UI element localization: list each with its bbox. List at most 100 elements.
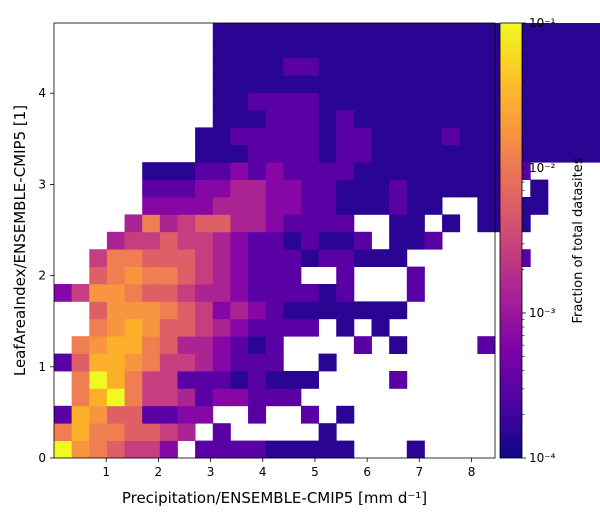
heatmap-cell — [300, 144, 319, 163]
heatmap-cell — [195, 371, 214, 389]
heatmap-cell — [565, 144, 584, 163]
heatmap-cell — [318, 440, 337, 459]
heatmap-cell — [212, 179, 231, 198]
heatmap-cell — [265, 23, 284, 41]
heatmap-cell — [371, 144, 390, 163]
heatmap-cell — [459, 179, 478, 198]
heatmap-cell — [124, 214, 143, 233]
heatmap-cell — [336, 162, 355, 180]
heatmap-cell — [530, 92, 549, 111]
heatmap-plot-area — [53, 22, 600, 459]
heatmap-cell — [389, 92, 408, 111]
heatmap-cell — [142, 318, 161, 337]
heatmap-cell — [230, 249, 249, 267]
heatmap-cell — [248, 162, 267, 180]
heatmap-cell — [89, 405, 108, 424]
heatmap-cell — [159, 301, 178, 320]
heatmap-cell — [565, 23, 584, 41]
heatmap-cell — [159, 162, 178, 180]
heatmap-cell — [283, 266, 302, 285]
heatmap-cell — [459, 92, 478, 111]
heatmap-cell — [124, 405, 143, 424]
heatmap-cell — [248, 57, 267, 76]
heatmap-cell — [389, 57, 408, 76]
heatmap-cell — [459, 23, 478, 41]
heatmap-cell — [89, 336, 108, 354]
heatmap-cell — [142, 231, 161, 250]
heatmap-cell — [265, 92, 284, 111]
heatmap-cell — [265, 284, 284, 302]
heatmap-cell — [477, 110, 496, 128]
heatmap-cell — [230, 40, 249, 59]
heatmap-cell — [265, 144, 284, 163]
heatmap-cell — [371, 57, 390, 76]
heatmap-cell — [142, 353, 161, 372]
heatmap-cell — [89, 301, 108, 320]
heatmap-cell — [371, 197, 390, 215]
heatmap-cell — [124, 266, 143, 285]
heatmap-cell — [336, 40, 355, 59]
heatmap-cell — [583, 57, 600, 76]
heatmap-cell — [230, 197, 249, 215]
heatmap-cell — [336, 179, 355, 198]
heatmap-cell — [336, 197, 355, 215]
heatmap-cell — [336, 92, 355, 111]
heatmap-cell — [442, 214, 461, 233]
heatmap-cell — [89, 388, 108, 407]
heatmap-cell — [583, 40, 600, 59]
heatmap-cell — [230, 301, 249, 320]
heatmap-cell — [230, 318, 249, 337]
heatmap-cell — [353, 92, 372, 111]
heatmap-cell — [212, 371, 231, 389]
heatmap-cell — [212, 231, 231, 250]
x-axis-label: Precipitation/ENSEMBLE-CMIP5 [mm d⁻¹] — [122, 489, 427, 507]
heatmap-cell — [212, 57, 231, 76]
heatmap-cell — [248, 144, 267, 163]
heatmap-cell — [212, 144, 231, 163]
heatmap-cell — [177, 214, 196, 233]
heatmap-cell — [371, 92, 390, 111]
heatmap-cell — [442, 179, 461, 198]
heatmap-cell — [230, 57, 249, 76]
heatmap-cell — [353, 40, 372, 59]
heatmap-cell — [459, 110, 478, 128]
heatmap-cell — [212, 423, 231, 441]
heatmap-cell — [142, 214, 161, 233]
heatmap-cell — [177, 405, 196, 424]
heatmap-cell — [265, 110, 284, 128]
colorbar-label: Fraction of total datasites — [571, 157, 586, 323]
heatmap-cell — [265, 75, 284, 93]
heatmap-cell — [265, 179, 284, 198]
heatmap-cell — [389, 301, 408, 320]
heatmap-cell — [389, 179, 408, 198]
y-tick-label: 0 — [38, 451, 46, 465]
heatmap-cell — [389, 162, 408, 180]
heatmap-cell — [547, 110, 566, 128]
heatmap-cell — [230, 162, 249, 180]
heatmap-cell — [265, 231, 284, 250]
heatmap-cell — [195, 318, 214, 337]
heatmap-cell — [106, 249, 125, 267]
heatmap-cell — [406, 110, 425, 128]
heatmap-cell — [71, 405, 90, 424]
x-tick-label: 1 — [102, 465, 110, 479]
plot-frame — [53, 22, 496, 459]
heatmap-cell — [124, 318, 143, 337]
heatmap-cell — [318, 197, 337, 215]
y-tick-label: 3 — [38, 177, 46, 191]
heatmap-cell — [106, 301, 125, 320]
heatmap-cell — [283, 249, 302, 267]
heatmap-cell — [248, 353, 267, 372]
heatmap-cell — [389, 23, 408, 41]
heatmap-cell — [159, 197, 178, 215]
heatmap-cell — [230, 144, 249, 163]
heatmap-cell — [124, 353, 143, 372]
heatmap-cell — [530, 127, 549, 146]
heatmap-cell — [142, 179, 161, 198]
heatmap-cell — [54, 353, 73, 372]
heatmap-cell — [318, 353, 337, 372]
heatmap-cell — [124, 423, 143, 441]
heatmap-cell — [230, 284, 249, 302]
heatmap-cell — [212, 440, 231, 459]
